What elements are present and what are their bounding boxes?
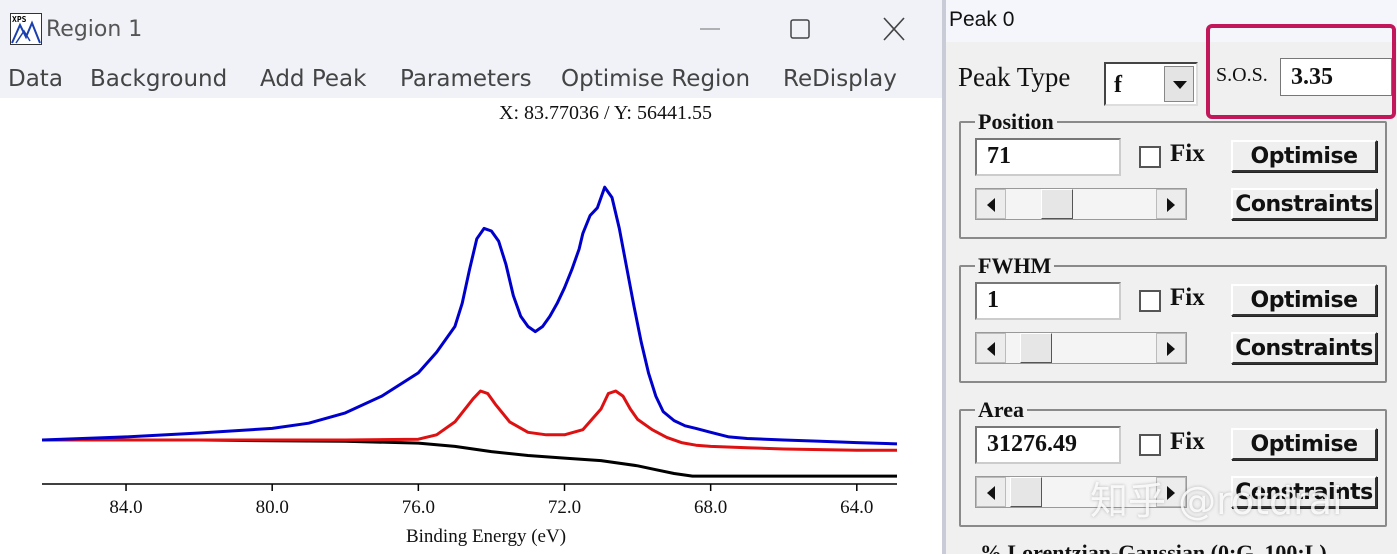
peak-type-label: Peak Type xyxy=(958,62,1071,92)
x-tick-label: 72.0 xyxy=(548,497,581,518)
peak-window-title: Peak 0 xyxy=(949,8,1015,31)
arrow-right-icon xyxy=(1167,486,1175,500)
arrow-left-icon xyxy=(987,342,995,356)
fix-label: Fix xyxy=(1170,284,1205,311)
region-window: XPS Region 1 Data Background Add Peak Pa… xyxy=(0,0,942,554)
slider-thumb[interactable] xyxy=(1020,333,1053,363)
chevron-down-icon xyxy=(1173,81,1187,89)
spectrum-plot[interactable]: 84.0 80.0 76.0 72.0 68.0 64.0 Binding Energy … xyxy=(0,100,942,554)
area-optimise-button[interactable]: Optimise xyxy=(1231,428,1377,460)
position-optimise-button[interactable]: Optimise xyxy=(1231,140,1377,172)
position-slider[interactable] xyxy=(975,188,1187,220)
arrow-right-icon xyxy=(1167,342,1175,356)
sos-label: S.O.S. xyxy=(1216,64,1268,86)
scroll-left-button[interactable] xyxy=(976,189,1006,219)
peak-title-bar[interactable]: Peak 0 xyxy=(946,0,1397,42)
position-fix-checkbox[interactable] xyxy=(1139,146,1161,168)
group-title: FWHM xyxy=(975,253,1055,279)
area-fix-checkbox[interactable] xyxy=(1139,434,1161,456)
cursor-coordinate-readout: X: 83.77036 / Y: 56441.55 xyxy=(499,102,712,124)
menu-background[interactable]: Background xyxy=(90,66,228,92)
constraints-label: Constraints xyxy=(1235,336,1373,361)
menu-bar: Data Background Add Peak Parameters Opti… xyxy=(0,60,942,98)
sos-highlight-box xyxy=(1206,24,1396,119)
x-tick-label: 84.0 xyxy=(109,497,142,518)
series-envelope xyxy=(41,185,898,446)
maximize-button[interactable] xyxy=(780,12,820,46)
x-axis-title: Binding Energy (eV) xyxy=(406,526,566,547)
fwhm-optimise-button[interactable]: Optimise xyxy=(1231,284,1377,316)
fwhm-field[interactable]: 1 xyxy=(975,282,1121,320)
peak-window: Peak 0 Peak Type f S.O.S. 3.35 Position … xyxy=(946,0,1397,554)
x-tick-label: 76.0 xyxy=(402,497,435,518)
position-constraints-button[interactable]: Constraints xyxy=(1231,188,1377,220)
svg-text:XPS: XPS xyxy=(12,15,27,24)
arrow-right-icon xyxy=(1167,198,1175,212)
series-layer xyxy=(41,185,898,478)
arrow-left-icon xyxy=(987,198,995,212)
position-value: 71 xyxy=(987,143,1011,169)
maximize-icon xyxy=(790,19,810,39)
constraints-label: Constraints xyxy=(1235,192,1373,217)
area-constraints-button[interactable]: Constraints xyxy=(1231,476,1377,508)
fix-label: Fix xyxy=(1170,428,1205,455)
scroll-right-button[interactable] xyxy=(1156,333,1186,363)
peak-type-value: f xyxy=(1114,72,1122,98)
xps-app-icon: XPS xyxy=(10,13,42,45)
x-tick-label: 68.0 xyxy=(694,497,727,518)
series-fitted-peaks xyxy=(42,389,897,452)
x-axis-ticks: 84.0 80.0 76.0 72.0 68.0 64.0 xyxy=(109,484,873,518)
optimise-label: Optimise xyxy=(1250,144,1359,169)
menu-optimise-region[interactable]: Optimise Region xyxy=(561,66,751,92)
group-title: Position xyxy=(975,109,1057,135)
sos-field[interactable]: 3.35 xyxy=(1280,58,1392,96)
optimise-label: Optimise xyxy=(1250,288,1359,313)
fwhm-group: FWHM 1 Fix Optimise Constraints xyxy=(959,253,1387,383)
menu-add-peak[interactable]: Add Peak xyxy=(260,66,367,92)
window-title: Region 1 xyxy=(46,17,143,42)
area-value: 31276.49 xyxy=(987,431,1077,457)
menu-parameters[interactable]: Parameters xyxy=(400,66,532,92)
peak-type-select[interactable]: f xyxy=(1104,62,1198,106)
fwhm-slider[interactable] xyxy=(975,332,1187,364)
fwhm-value: 1 xyxy=(987,287,999,313)
close-button[interactable] xyxy=(874,12,914,46)
fwhm-fix-checkbox[interactable] xyxy=(1139,290,1161,312)
scroll-right-button[interactable] xyxy=(1156,189,1186,219)
slider-thumb[interactable] xyxy=(1041,189,1074,219)
fwhm-constraints-button[interactable]: Constraints xyxy=(1231,332,1377,364)
title-bar[interactable]: XPS Region 1 xyxy=(0,0,942,60)
x-tick-label: 80.0 xyxy=(256,497,289,518)
area-field[interactable]: 31276.49 xyxy=(975,426,1121,464)
arrow-left-icon xyxy=(987,486,995,500)
sos-value: 3.35 xyxy=(1291,64,1333,90)
constraints-label: Constraints xyxy=(1235,480,1373,505)
menu-data[interactable]: Data xyxy=(8,66,63,92)
menu-redisplay[interactable]: ReDisplay xyxy=(783,66,897,92)
position-group: Position 71 Fix Optimise Constraints xyxy=(959,109,1387,239)
optimise-label: Optimise xyxy=(1250,432,1359,457)
area-group: Area 31276.49 Fix Optimise Constraints xyxy=(959,397,1387,527)
lorentzian-gaussian-label: % Lorentzian-Gaussian (0:G, 100:L) xyxy=(980,540,1327,554)
group-title: Area xyxy=(975,397,1028,423)
dropdown-arrow[interactable] xyxy=(1164,66,1194,102)
close-icon xyxy=(883,17,905,41)
minimize-icon xyxy=(700,28,720,30)
position-field[interactable]: 71 xyxy=(975,138,1121,176)
minimize-button[interactable] xyxy=(690,12,730,46)
x-tick-label: 64.0 xyxy=(840,497,873,518)
scroll-left-button[interactable] xyxy=(976,477,1006,507)
area-slider[interactable] xyxy=(975,476,1187,508)
scroll-left-button[interactable] xyxy=(976,333,1006,363)
window-divider xyxy=(942,0,946,554)
slider-thumb[interactable] xyxy=(1009,477,1042,507)
series-background xyxy=(42,438,897,478)
fix-label: Fix xyxy=(1170,140,1205,167)
scroll-right-button[interactable] xyxy=(1156,477,1186,507)
